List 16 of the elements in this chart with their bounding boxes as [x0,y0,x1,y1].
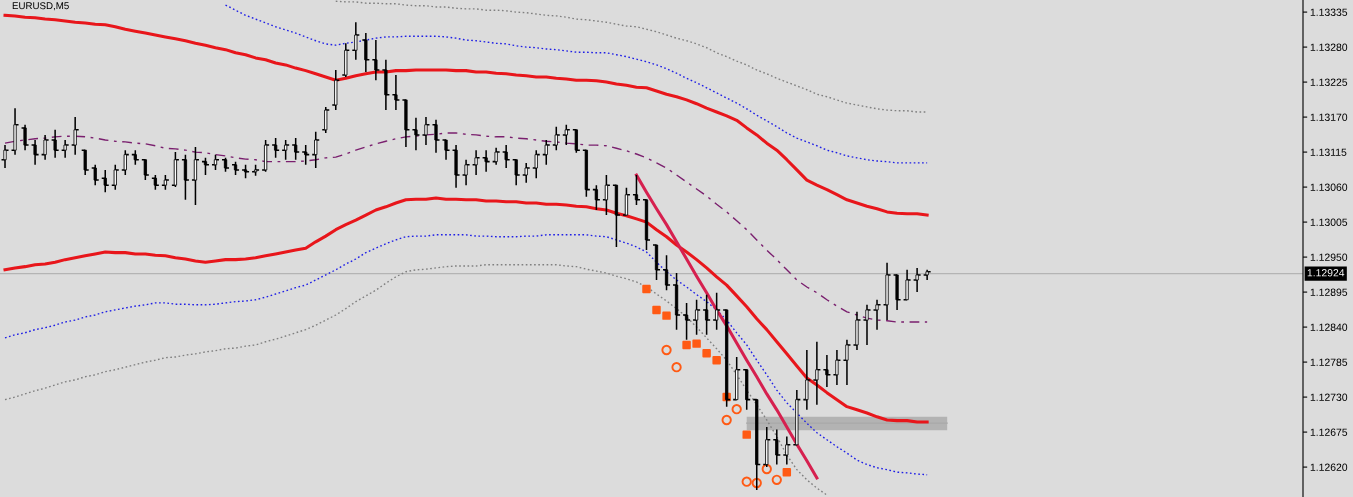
y-tick-label: 1.13280 [1310,43,1348,51]
y-tick-label: 1.13115 [1310,148,1347,156]
y-tick-label: 1.12840 [1310,323,1348,331]
y-tick-label: 1.13225 [1310,78,1348,86]
y-tick-label: 1.12785 [1310,358,1348,366]
y-tick-label: 1.13170 [1310,113,1348,121]
y-tick-label: 1.13060 [1310,183,1348,191]
chart-title: EURUSD,M5 [12,2,69,11]
y-tick-label: 1.13005 [1310,218,1348,226]
y-tick-label: 1.12730 [1310,393,1348,401]
y-tick-label: 1.12895 [1310,288,1348,296]
y-tick-label: 1.12675 [1310,428,1348,436]
y-tick-label: 1.12620 [1310,463,1348,471]
y-tick-label: 1.12950 [1310,253,1348,261]
ref-line-label: 1.12924 [1307,269,1345,277]
y-tick-label: 1.13335 [1310,8,1348,16]
